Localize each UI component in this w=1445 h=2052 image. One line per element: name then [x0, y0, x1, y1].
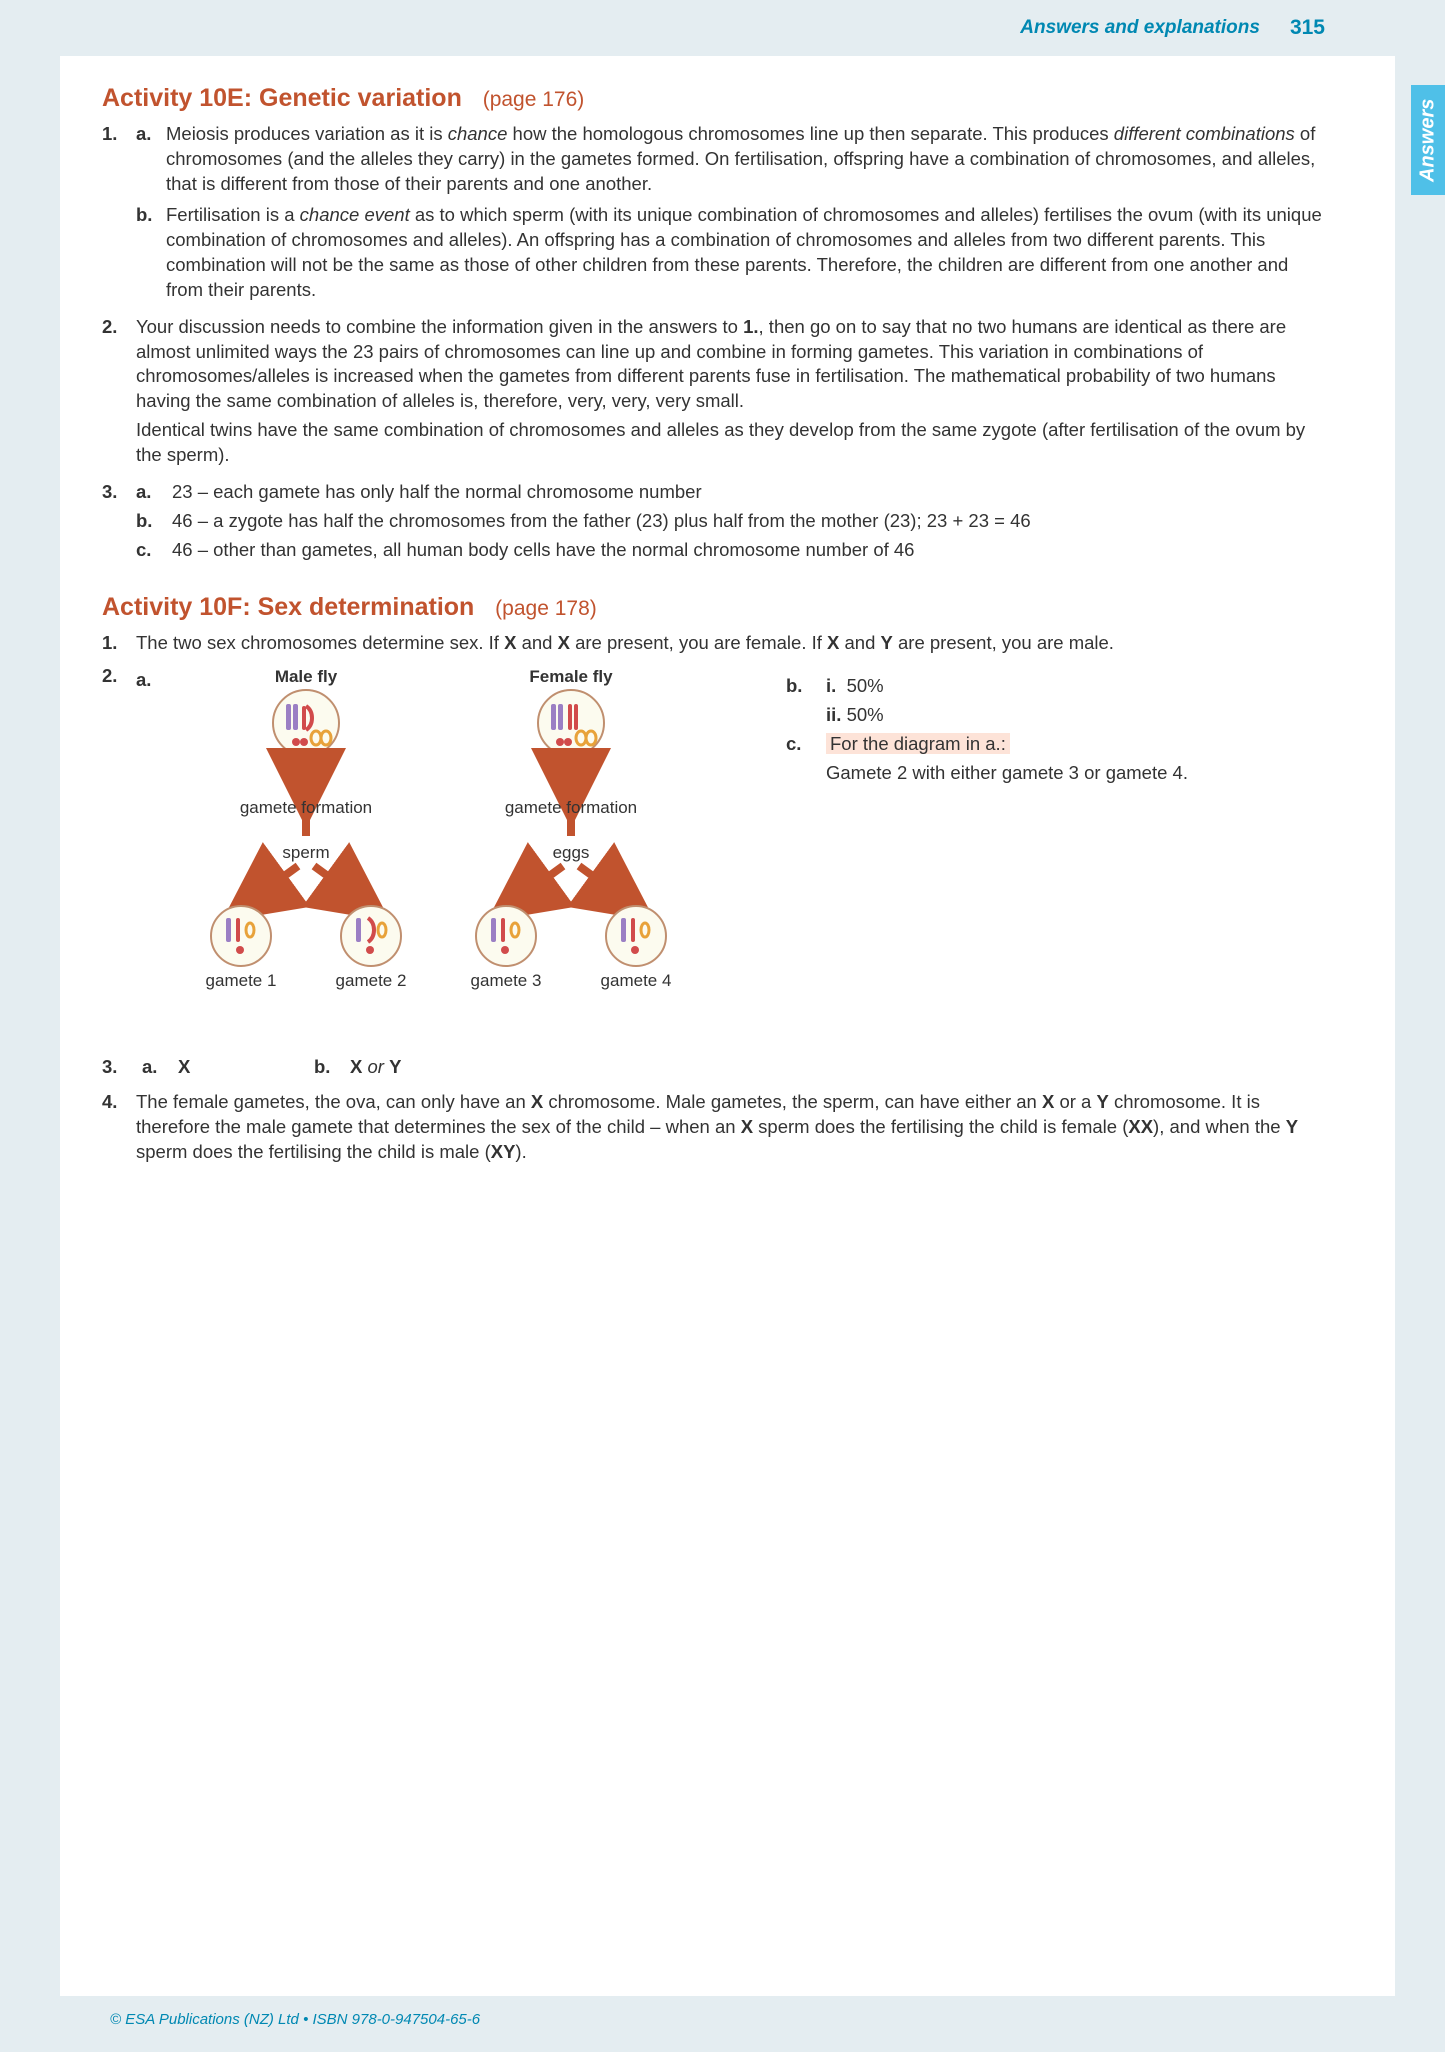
page-content: Activity 10E: Genetic variation (page 17… [60, 56, 1395, 1996]
q-number: 3. [102, 1055, 136, 1080]
q-number: 1. [102, 122, 136, 197]
sub-a: a. [136, 668, 166, 693]
f-q4-text: The female gametes, the ova, can only ha… [136, 1090, 1325, 1165]
eggs-label: eggs [553, 843, 590, 862]
q-number: 4. [102, 1090, 136, 1165]
gamete-2-label: gamete 2 [336, 971, 407, 990]
q2-answers: b.i. 50% ii. 50% c.For the diagram in a.… [726, 668, 1325, 790]
sex-determination-diagram: Male fly gamete formation sperm [176, 668, 716, 1038]
sub-b: b. [314, 1055, 344, 1080]
sub-a: a. [136, 480, 166, 505]
q-number: 2. [102, 664, 136, 1045]
page-ref: (page 178) [495, 597, 597, 620]
f-q4: 4. The female gametes, the ova, can only… [102, 1090, 1325, 1165]
q3b-text: 46 – a zygote has half the chromosomes f… [172, 509, 1031, 534]
q3a-text: 23 – each gamete has only half the norma… [172, 480, 702, 505]
q-number: 3. [102, 480, 136, 563]
activity-10f-title: Activity 10F: Sex determination (page 17… [102, 591, 1325, 625]
q1b-text: Fertilisation is a chance event as to wh… [166, 203, 1325, 303]
q1b: b. Fertilisation is a chance event as to… [102, 203, 1325, 303]
male-fly-label: Male fly [275, 668, 338, 686]
side-tab-answers: Answers [1411, 85, 1445, 195]
gamete-1-label: gamete 1 [206, 971, 277, 990]
gamete-3-label: gamete 3 [471, 971, 542, 990]
q2: 2. Your discussion needs to combine the … [102, 315, 1325, 469]
title-text: Activity 10F: Sex determination [102, 593, 474, 621]
female-fly-label: Female fly [529, 668, 613, 686]
q2-text: Your discussion needs to combine the inf… [136, 315, 1325, 469]
gamete-formation-label-2: gamete formation [505, 798, 637, 817]
q3c-text: 46 – other than gametes, all human body … [172, 538, 914, 563]
page-ref: (page 176) [483, 88, 585, 111]
q-number: 2. [102, 315, 136, 469]
q3: 3. a.23 – each gamete has only half the … [102, 480, 1325, 563]
sub-c: c. [786, 732, 816, 757]
q-number: 1. [102, 631, 136, 656]
q1a-text: Meiosis produces variation as it is chan… [166, 122, 1325, 197]
sub-a: a. [142, 1055, 172, 1080]
sub-c: c. [136, 538, 166, 563]
page-number: 315 [1290, 14, 1325, 42]
sub-b: b. [136, 203, 166, 303]
title-text: Activity 10E: Genetic variation [102, 84, 462, 112]
sub-b: b. [786, 674, 816, 699]
gamete-formation-label: gamete formation [240, 798, 372, 817]
highlight-text: For the diagram in a.: [826, 733, 1010, 754]
gamete-4-label: gamete 4 [601, 971, 672, 990]
f-q3: 3. a. X b. X or Y [102, 1055, 1325, 1080]
q1: 1. a. Meiosis produces variation as it i… [102, 122, 1325, 197]
footer-text: © ESA Publications (NZ) Ltd • ISBN 978-0… [0, 1996, 1445, 2050]
sub-b: b. [136, 509, 166, 534]
f-q2: 2. a. Male fly [102, 664, 1325, 1045]
header-label: Answers and explanations [1020, 15, 1260, 41]
sperm-label: sperm [282, 843, 329, 862]
activity-10e-title: Activity 10E: Genetic variation (page 17… [102, 82, 1325, 116]
sub-a: a. [136, 122, 166, 197]
f-q1-text: The two sex chromosomes determine sex. I… [136, 631, 1325, 656]
f-q1: 1. The two sex chromosomes determine sex… [102, 631, 1325, 656]
header-bar: Answers and explanations 315 [0, 0, 1445, 56]
